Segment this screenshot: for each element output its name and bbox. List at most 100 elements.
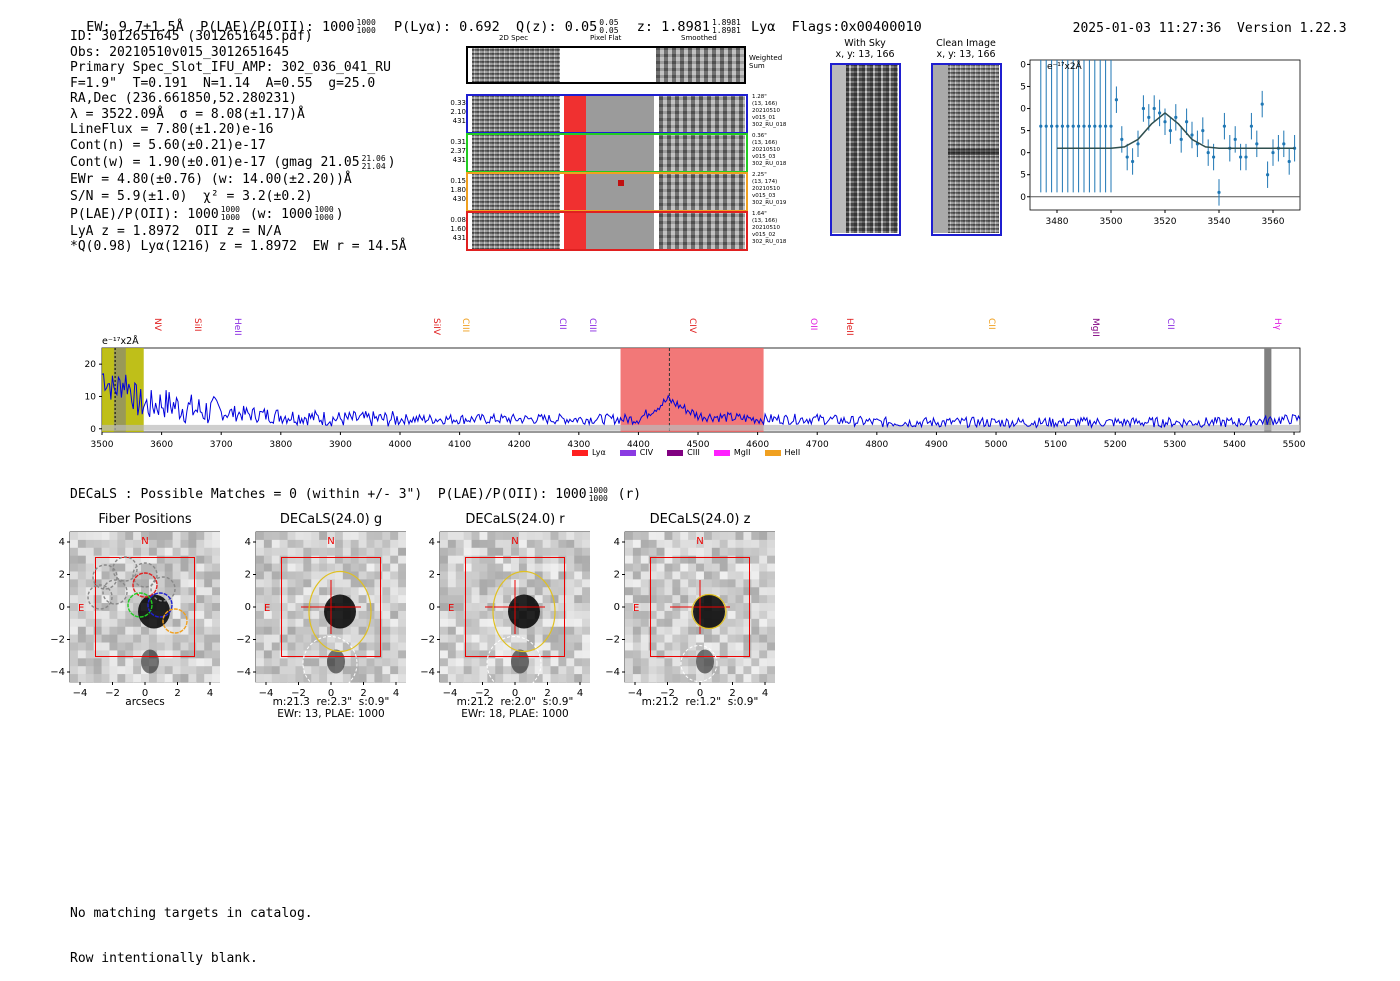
header-plae: P(LAE)/P(OII): 1000: [200, 18, 355, 35]
stamp-pixel: [172, 571, 181, 580]
stamp-pixel: [125, 618, 134, 628]
stamp-pixel: [287, 603, 296, 612]
stamp-pixel: [212, 642, 220, 651]
stamp-pixel: [542, 571, 551, 580]
stamp-pixel: [727, 674, 736, 683]
stamp-pixel: [287, 587, 296, 596]
stamp-pixel: [204, 603, 213, 612]
stamp-pixel: [656, 547, 665, 556]
stamp-pixel: [767, 634, 775, 643]
stamp-pixel: [117, 658, 126, 667]
stamp-pixel: [374, 674, 383, 683]
stamp-pixel: [334, 547, 344, 556]
stamp-ytick-label: −2: [420, 635, 435, 646]
stamp-pixel: [672, 563, 681, 572]
stamp-pixel: [295, 626, 304, 635]
stamp-pixel: [447, 532, 457, 541]
stamp-pixel: [295, 642, 304, 651]
stamp-pixel: [503, 555, 512, 564]
stamp-pixel: [574, 579, 583, 588]
stamp-pixel: [558, 634, 567, 643]
stamp-pixel: [390, 618, 399, 628]
stamp-pixel: [518, 587, 528, 596]
stamp-pixel: [566, 650, 575, 659]
stamp-pixel: [688, 618, 697, 628]
stamp-pixel: [759, 579, 768, 588]
stamp-pixel: [109, 650, 118, 659]
stamp-pixel: [479, 674, 488, 683]
stamp-pixel: [70, 579, 79, 588]
stamp-pixel: [188, 658, 197, 667]
stamp-pixel: [479, 555, 488, 564]
stamp-pixel: [77, 618, 87, 628]
stamp-pixel: [696, 539, 705, 549]
stamp-pixel: [680, 618, 689, 628]
stamp-pixel: [526, 532, 536, 541]
stamp-pixel: [558, 595, 567, 604]
cutout-row: 0.31 2.37 431 0.36" (13, 166) 20210510 v0…: [450, 133, 786, 173]
stamp-pixel: [455, 532, 464, 541]
header-line: Lyα: [751, 18, 776, 35]
stamp-pixel: [319, 532, 328, 541]
stamp-pixel: [503, 571, 512, 580]
stamp-pixel: [263, 618, 273, 628]
stamp-pixel: [632, 626, 642, 635]
stamp-pixel: [672, 650, 681, 659]
stamp-east-label: E: [264, 603, 270, 614]
stamp-pixel: [743, 547, 752, 556]
stamp-pixel: [204, 610, 213, 620]
stamp-pixel: [711, 571, 721, 580]
stamp-pixel: [70, 610, 79, 620]
stamp-pixel: [287, 626, 296, 635]
stamp-pixel: [518, 674, 528, 683]
stamp-pixel: [77, 532, 87, 541]
stamp-pixel: [342, 539, 352, 549]
stamp-pixel: [342, 666, 352, 675]
legend-item: CIII: [667, 448, 700, 457]
stamp-pixel: [574, 610, 583, 620]
fiber-position-circle: [87, 584, 113, 610]
stamp-source: [138, 594, 170, 629]
stamp-pixel: [719, 674, 728, 683]
stamp-pixel: [625, 595, 634, 604]
stamp-pixel: [735, 642, 744, 651]
stamp-pixel: [109, 610, 118, 620]
stamp-pixel: [382, 587, 391, 596]
emission-line-label: CIII: [460, 318, 471, 333]
stamp-pixel: [188, 618, 197, 628]
stamp-ytick-label: 2: [429, 570, 435, 581]
stamp-pixel: [93, 618, 102, 628]
stamp-pixel: [93, 547, 102, 556]
spectrum-gap-region: [1264, 348, 1272, 432]
stamp-pixel: [727, 579, 736, 588]
stamp-pixel: [703, 563, 713, 572]
stamp-pixel: [295, 547, 304, 556]
stamp-pixel: [196, 626, 205, 635]
stamp-pixel: [648, 618, 657, 628]
stamp-pixel: [471, 555, 480, 564]
stamp-pixel: [180, 658, 189, 667]
stamp-pixel: [735, 595, 744, 604]
stamp-pixel: [625, 587, 634, 596]
stamp-pixel: [303, 650, 312, 659]
stamp-pixel: [109, 674, 118, 683]
stamp-pixel: [632, 539, 642, 549]
stamp-xtick-label: 0: [697, 688, 703, 699]
stamp-pixel: [398, 674, 406, 683]
stamp-pixel: [164, 539, 173, 549]
stamp-pixel: [295, 532, 304, 541]
stamp-pixel: [156, 626, 166, 635]
stamp-pixel: [188, 603, 197, 612]
stamp-pixel: [204, 618, 213, 628]
legend-item: Lyα: [572, 448, 606, 457]
stamp-pixel: [263, 634, 273, 643]
stamp-pixel: [656, 634, 665, 643]
stamp-pixel: [263, 674, 273, 683]
stamp-pixel: [358, 610, 367, 620]
stamp-pixel: [566, 618, 575, 628]
stamp-pixel: [703, 555, 713, 564]
stamp-pixel: [534, 674, 543, 683]
stamp-xtick-label: −4: [259, 688, 274, 699]
stamp-pixel: [503, 579, 512, 588]
stamp-pixel: [534, 666, 543, 675]
